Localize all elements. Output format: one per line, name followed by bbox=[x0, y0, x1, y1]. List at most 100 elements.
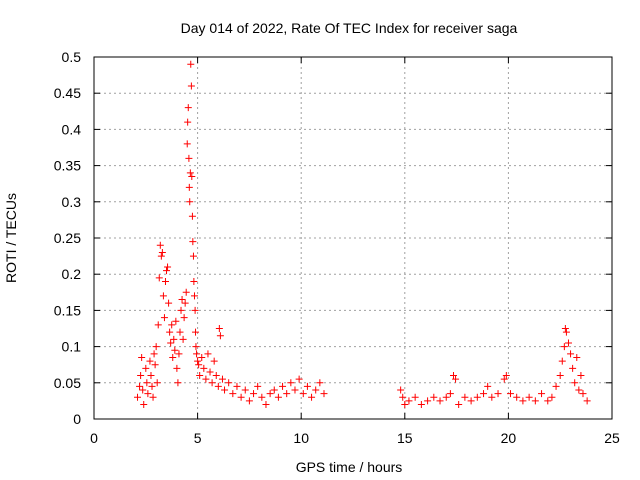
data-point bbox=[279, 382, 287, 390]
data-point bbox=[142, 364, 150, 372]
data-point bbox=[189, 238, 197, 246]
data-point bbox=[152, 343, 160, 351]
data-point bbox=[274, 393, 282, 401]
data-point bbox=[583, 397, 591, 405]
data-point bbox=[567, 350, 575, 358]
y-tick-label: 0.5 bbox=[62, 49, 82, 65]
data-point bbox=[449, 372, 457, 380]
data-point bbox=[562, 328, 570, 336]
data-point bbox=[191, 306, 199, 314]
data-point bbox=[424, 397, 432, 405]
data-point bbox=[531, 397, 539, 405]
data-point bbox=[320, 390, 328, 398]
y-tick-label: 0.4 bbox=[62, 121, 82, 137]
data-point bbox=[558, 357, 566, 365]
data-point bbox=[291, 386, 299, 394]
data-point bbox=[198, 353, 206, 361]
data-point bbox=[258, 393, 266, 401]
y-tick-label: 0.45 bbox=[54, 85, 81, 101]
data-point bbox=[216, 332, 224, 340]
data-point bbox=[525, 393, 533, 401]
data-point bbox=[140, 401, 148, 409]
data-point bbox=[241, 386, 249, 394]
data-point bbox=[204, 350, 212, 358]
data-point bbox=[153, 379, 161, 387]
data-point bbox=[202, 375, 210, 383]
data-point bbox=[157, 252, 165, 260]
data-point bbox=[283, 390, 291, 398]
data-point bbox=[180, 314, 188, 322]
data-point bbox=[579, 390, 587, 398]
data-point bbox=[473, 393, 481, 401]
data-point bbox=[189, 252, 197, 260]
chart-title: Day 014 of 2022, Rate Of TEC Index for r… bbox=[181, 20, 518, 36]
data-point bbox=[494, 390, 502, 398]
data-point bbox=[186, 198, 194, 206]
data-point bbox=[187, 60, 195, 68]
data-point bbox=[160, 314, 168, 322]
data-point bbox=[266, 390, 274, 398]
data-point bbox=[175, 350, 183, 358]
y-tick-label: 0.3 bbox=[62, 194, 82, 210]
data-point bbox=[452, 375, 460, 383]
data-point bbox=[192, 328, 200, 336]
data-point bbox=[513, 393, 521, 401]
x-axis-label: GPS time / hours bbox=[296, 459, 403, 475]
data-point bbox=[186, 169, 194, 177]
data-point bbox=[221, 386, 229, 394]
data-point bbox=[397, 386, 405, 394]
data-point bbox=[560, 343, 568, 351]
data-point bbox=[146, 357, 154, 365]
data-point bbox=[215, 325, 223, 332]
y-tick-label: 0.15 bbox=[54, 302, 81, 318]
data-point bbox=[548, 393, 556, 401]
data-point bbox=[212, 372, 220, 380]
data-point bbox=[538, 390, 546, 398]
data-point bbox=[229, 390, 237, 398]
data-point bbox=[455, 401, 463, 409]
data-point bbox=[155, 274, 163, 282]
scatter-points bbox=[134, 60, 591, 409]
data-point bbox=[206, 368, 214, 376]
data-point bbox=[144, 390, 152, 398]
x-axis-ticks: 0 5 10 15 20 25 bbox=[90, 57, 620, 446]
data-point bbox=[178, 296, 186, 304]
data-point bbox=[165, 299, 173, 307]
data-point bbox=[480, 390, 488, 398]
data-point bbox=[262, 401, 270, 409]
y-tick-label: 0.05 bbox=[54, 375, 81, 391]
data-point bbox=[442, 393, 450, 401]
data-point bbox=[564, 339, 572, 347]
data-point bbox=[185, 154, 193, 162]
data-point bbox=[577, 372, 585, 380]
data-point bbox=[188, 172, 196, 180]
data-point bbox=[154, 321, 162, 329]
data-point bbox=[164, 263, 172, 271]
data-point bbox=[151, 361, 159, 369]
y-tick-label: 0 bbox=[73, 411, 81, 427]
data-point bbox=[147, 372, 155, 380]
data-point bbox=[200, 364, 208, 372]
data-point bbox=[308, 393, 316, 401]
data-point bbox=[488, 393, 496, 401]
data-point bbox=[218, 375, 226, 383]
data-point bbox=[405, 397, 413, 405]
data-point bbox=[181, 299, 189, 307]
x-tick-label: 10 bbox=[293, 430, 309, 446]
data-point bbox=[185, 183, 193, 191]
data-point bbox=[172, 317, 180, 325]
data-point bbox=[190, 292, 198, 300]
data-point bbox=[143, 379, 151, 387]
data-point bbox=[552, 382, 560, 390]
data-point bbox=[519, 397, 527, 405]
data-point bbox=[270, 386, 278, 394]
data-point bbox=[161, 277, 169, 285]
data-point bbox=[190, 277, 198, 285]
data-point bbox=[196, 372, 204, 380]
data-point bbox=[156, 241, 164, 249]
data-point bbox=[303, 382, 311, 390]
data-point bbox=[316, 379, 324, 387]
data-point bbox=[556, 372, 564, 380]
data-point bbox=[210, 357, 218, 365]
